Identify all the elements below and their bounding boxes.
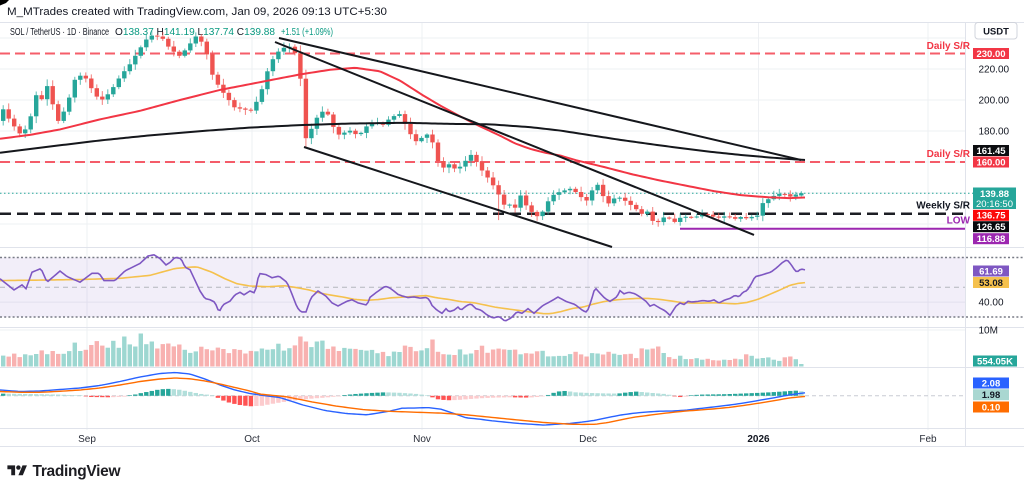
- svg-text:53.08: 53.08: [979, 278, 1003, 289]
- svg-text:O138.37 H141.19 L137.74 C139.8: O138.37 H141.19 L137.74 C139.88: [115, 27, 275, 38]
- svg-text:160.00: 160.00: [976, 157, 1005, 168]
- svg-text:20:16:50: 20:16:50: [976, 199, 1013, 210]
- svg-text:230.00: 230.00: [976, 49, 1005, 60]
- svg-text:220.00: 220.00: [979, 65, 1010, 76]
- svg-text:10M: 10M: [979, 326, 998, 337]
- svg-text:2.08: 2.08: [982, 378, 1001, 389]
- svg-text:Daily S/R: Daily S/R: [927, 149, 971, 160]
- svg-text:USDT: USDT: [983, 27, 1009, 38]
- svg-text:1.98: 1.98: [982, 390, 1001, 401]
- svg-text:M_MTrades created with Trading: M_MTrades created with TradingView.com, …: [7, 6, 387, 18]
- svg-text:0.10: 0.10: [982, 402, 1001, 413]
- svg-text:LOW: LOW: [947, 216, 971, 227]
- svg-text:40.00: 40.00: [979, 298, 1004, 309]
- svg-text:TradingView: TradingView: [33, 463, 122, 480]
- svg-text:126.65: 126.65: [976, 222, 1006, 233]
- svg-text:200.00: 200.00: [979, 96, 1010, 107]
- svg-text:554.05K: 554.05K: [977, 356, 1013, 367]
- svg-text:+1.51 (+1.09%): +1.51 (+1.09%): [281, 27, 333, 38]
- svg-text:Sep: Sep: [78, 434, 96, 445]
- svg-text:116.88: 116.88: [977, 234, 1006, 245]
- svg-text:Oct: Oct: [244, 434, 260, 445]
- svg-text:Dec: Dec: [579, 434, 597, 445]
- svg-text:SOL / TetherUS · 1D · Binance: SOL / TetherUS · 1D · Binance: [10, 27, 109, 38]
- svg-text:Daily S/R: Daily S/R: [927, 41, 971, 52]
- svg-text:180.00: 180.00: [979, 127, 1010, 138]
- svg-text:Nov: Nov: [413, 434, 431, 445]
- svg-text:161.45: 161.45: [976, 146, 1006, 157]
- svg-text:136.75: 136.75: [976, 211, 1006, 222]
- svg-text:139.88: 139.88: [980, 189, 1009, 200]
- svg-text:2026: 2026: [747, 434, 770, 445]
- svg-text:Feb: Feb: [919, 434, 937, 445]
- svg-text:Weekly S/R: Weekly S/R: [916, 201, 971, 212]
- svg-text:61.69: 61.69: [979, 266, 1003, 277]
